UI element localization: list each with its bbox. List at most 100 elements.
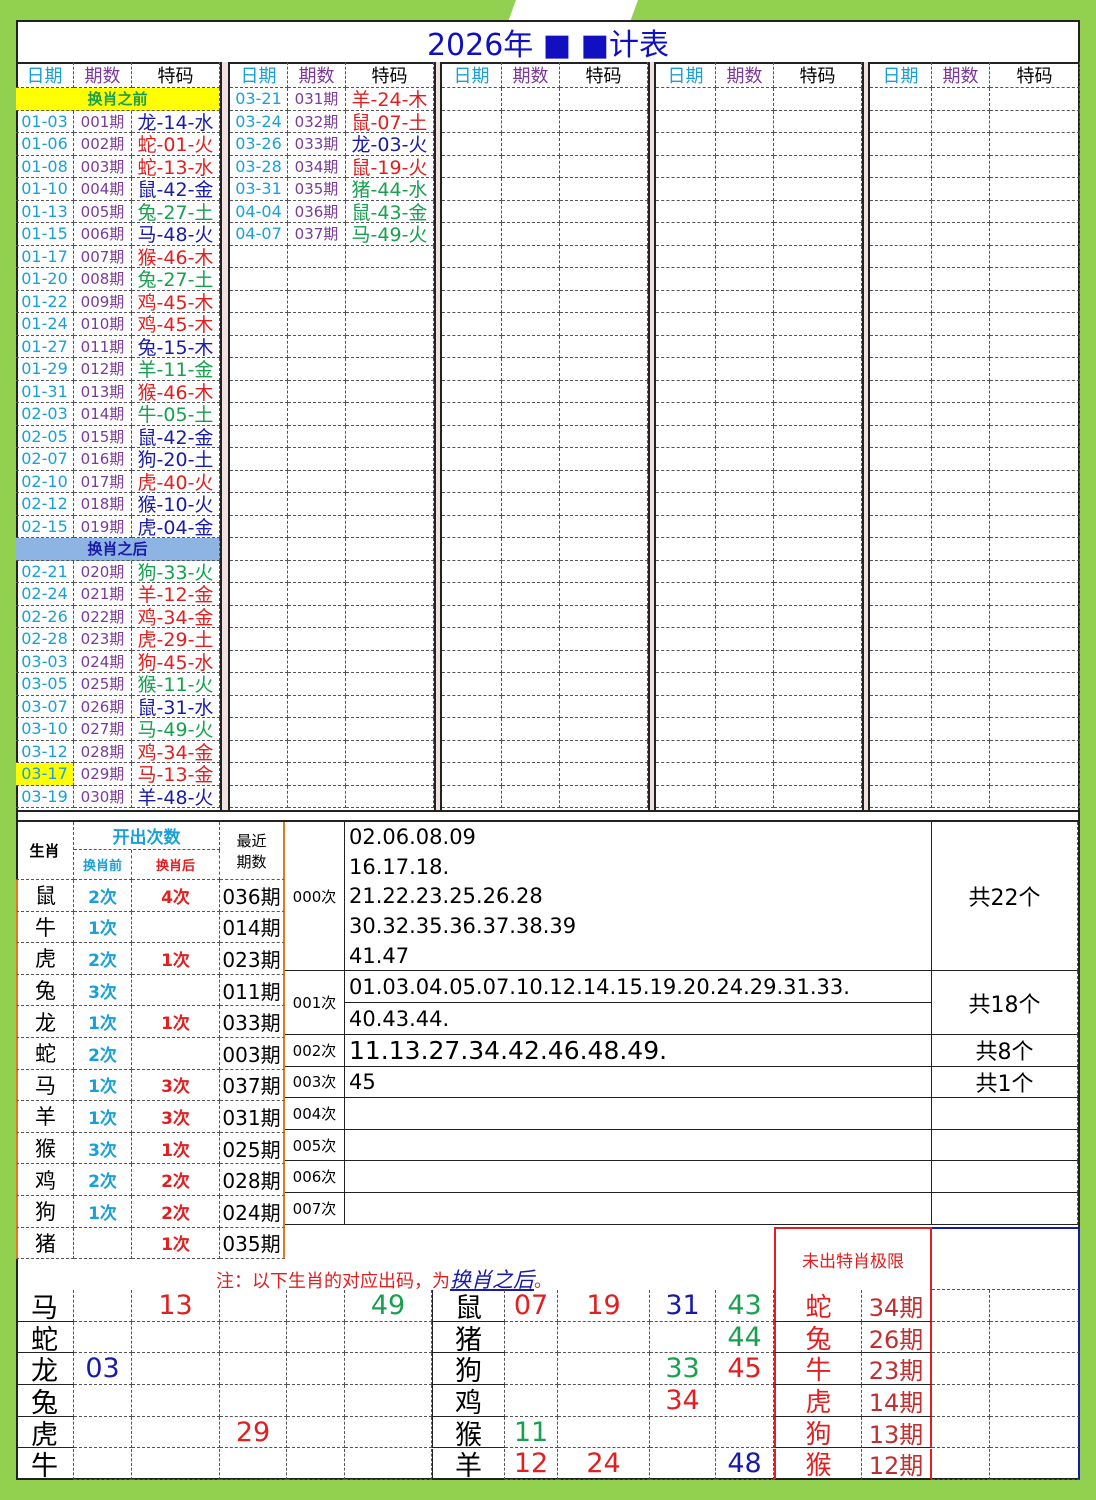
cell-date bbox=[230, 785, 288, 808]
code-cell: 兔-27-土 bbox=[132, 268, 220, 291]
stat-recent: 033期 bbox=[220, 1006, 285, 1038]
cell-period bbox=[716, 695, 774, 718]
period-cell: 014期 bbox=[74, 403, 132, 426]
cell-code bbox=[346, 763, 434, 786]
cell-date bbox=[870, 470, 932, 493]
period-cell: 028期 bbox=[74, 740, 132, 763]
cell-code bbox=[990, 223, 1080, 246]
code-cell: 鸡-34-金 bbox=[132, 740, 220, 763]
cell-code bbox=[346, 628, 434, 651]
stat-recent: 037期 bbox=[220, 1069, 285, 1102]
code-cell: 鼠-42-金 bbox=[132, 425, 220, 448]
period-cell: 035期 bbox=[288, 178, 346, 201]
cell-date bbox=[656, 470, 716, 493]
blank-cell bbox=[932, 1353, 990, 1386]
period-cell: 026期 bbox=[74, 695, 132, 718]
date-cell: 03-05 bbox=[16, 673, 74, 696]
grid-number bbox=[558, 1321, 650, 1354]
cell-period bbox=[716, 380, 774, 403]
cell-code bbox=[560, 583, 648, 606]
cell-date bbox=[656, 695, 716, 718]
grid-zodiac: 猴 bbox=[432, 1416, 505, 1449]
date-cell: 01-27 bbox=[16, 335, 74, 358]
cell-period bbox=[288, 290, 346, 313]
period-cell: 012期 bbox=[74, 358, 132, 381]
cell-period bbox=[502, 110, 560, 133]
cell-date bbox=[230, 538, 288, 561]
header-after: 换肖后 bbox=[132, 850, 220, 880]
header-zodiac: 生肖 bbox=[16, 822, 74, 880]
period-cell: 025期 bbox=[74, 673, 132, 696]
cell-period bbox=[288, 470, 346, 493]
cell-period bbox=[502, 448, 560, 471]
cell-date bbox=[870, 785, 932, 808]
grid-number bbox=[345, 1385, 432, 1417]
date-cell: 01-06 bbox=[16, 133, 74, 156]
stat-zodiac: 猪 bbox=[16, 1227, 74, 1260]
cell-code bbox=[560, 88, 648, 111]
cell-date bbox=[870, 335, 932, 358]
cell-date bbox=[442, 628, 502, 651]
blank-cell bbox=[990, 1321, 1080, 1354]
cell-date bbox=[870, 223, 932, 246]
cell-period bbox=[932, 785, 990, 808]
stat-before: 1次 bbox=[74, 1196, 132, 1228]
omission-numbers bbox=[345, 1161, 932, 1193]
grid-number bbox=[220, 1353, 287, 1386]
cell-date bbox=[230, 335, 288, 358]
stat-before: 3次 bbox=[74, 1132, 132, 1165]
stat-zodiac: 兔 bbox=[16, 974, 74, 1007]
cell-date bbox=[656, 313, 716, 336]
cell-code bbox=[560, 403, 648, 426]
cell-date bbox=[442, 538, 502, 561]
cell-date bbox=[656, 178, 716, 201]
code-cell: 龙-03-火 bbox=[346, 133, 434, 156]
period-cell: 013期 bbox=[74, 380, 132, 403]
grid-number: 31 bbox=[650, 1290, 716, 1322]
note-link[interactable]: 换肖之后 bbox=[450, 1268, 534, 1292]
page-title: 2026年 ■ ■计表 bbox=[18, 22, 1078, 64]
header-code: 特码 bbox=[132, 62, 220, 88]
omission-numbers: 21.22.23.25.26.28 bbox=[345, 881, 932, 912]
cell-code bbox=[560, 628, 648, 651]
blank-cell bbox=[990, 1290, 1080, 1322]
grid-number bbox=[558, 1353, 650, 1386]
cell-code bbox=[774, 673, 862, 696]
grid-zodiac: 羊 bbox=[432, 1448, 505, 1481]
period-cell: 011期 bbox=[74, 335, 132, 358]
date-cell: 01-17 bbox=[16, 245, 74, 268]
code-cell: 羊-11-金 bbox=[132, 358, 220, 381]
cell-date bbox=[870, 740, 932, 763]
omission-total bbox=[932, 1193, 1078, 1225]
cell-code bbox=[774, 448, 862, 471]
code-cell: 狗-33-火 bbox=[132, 560, 220, 583]
cell-date bbox=[870, 200, 932, 223]
stat-before: 3次 bbox=[74, 974, 132, 1007]
omission-label: 000次 bbox=[285, 822, 345, 971]
cell-date bbox=[870, 695, 932, 718]
code-cell: 鸡-45-木 bbox=[132, 290, 220, 313]
cell-date bbox=[656, 785, 716, 808]
cell-period bbox=[502, 628, 560, 651]
stat-after: 1次 bbox=[132, 1006, 220, 1038]
group-separator bbox=[648, 62, 656, 810]
stat-recent: 011期 bbox=[220, 974, 285, 1007]
cell-period bbox=[502, 88, 560, 111]
cell-code bbox=[990, 605, 1080, 628]
stat-before: 1次 bbox=[74, 911, 132, 944]
stat-before: 1次 bbox=[74, 1006, 132, 1038]
cell-code bbox=[560, 223, 648, 246]
grid-number bbox=[716, 1385, 774, 1417]
limit-period: 23期 bbox=[862, 1353, 932, 1386]
grid-number bbox=[505, 1353, 558, 1386]
blank-cell bbox=[932, 1416, 990, 1449]
code-cell: 虎-40-火 bbox=[132, 470, 220, 493]
cell-period bbox=[932, 493, 990, 516]
cell-date bbox=[442, 133, 502, 156]
note-suffix: 。 bbox=[534, 1271, 552, 1292]
cell-period bbox=[716, 448, 774, 471]
cell-period bbox=[932, 538, 990, 561]
cell-period bbox=[716, 335, 774, 358]
blank-cell bbox=[990, 1448, 1080, 1481]
date-cell: 03-12 bbox=[16, 740, 74, 763]
